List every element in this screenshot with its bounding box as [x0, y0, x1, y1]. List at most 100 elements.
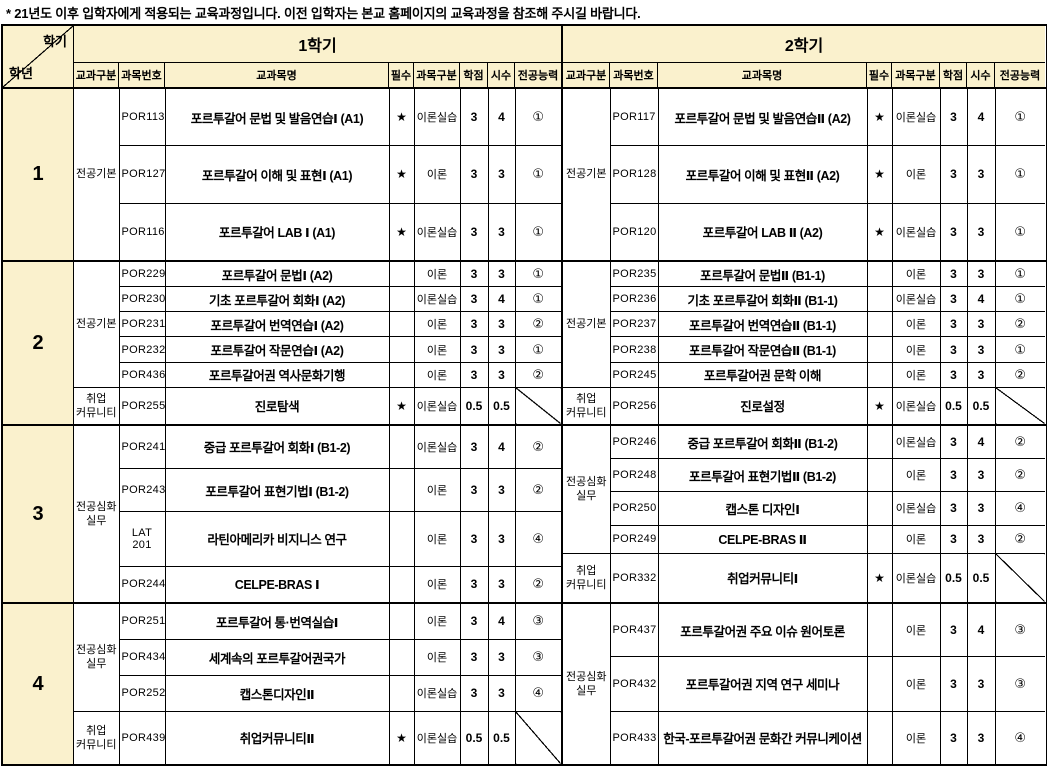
course-name-cell: 한국-포르투갈어권 문화간 커뮤니케이션	[658, 711, 868, 764]
credits-cell: 3	[940, 491, 968, 526]
ability-cell: ③	[515, 604, 561, 640]
ability-cell: ①	[995, 286, 1045, 313]
course-row: 취업 커뮤니티 POR439 취업커뮤니티Ⅱ ★ 이론실습 0.5 0.5	[74, 711, 561, 764]
course-type-cell: 이론	[414, 604, 461, 640]
hours-cell: 3	[967, 656, 996, 712]
credits-cell: 3	[940, 525, 968, 554]
course-row: POR248 포르투갈어 표현기법Ⅱ (B1-2) 이론 3 3 ②	[563, 458, 1045, 493]
credits-cell: 3	[460, 511, 489, 567]
course-name-cell: 기초 포르투갈어 회화Ⅰ (A2)	[165, 286, 390, 313]
course-id-cell: POR243	[119, 468, 166, 513]
hours-cell: 3	[488, 675, 516, 712]
course-type-cell: 이론실습	[414, 675, 461, 712]
course-row: POR434 세계속의 포르투갈어권국가 이론 3 3 ③	[74, 639, 561, 676]
course-type-cell: 이론	[414, 362, 461, 388]
ability-cell: ④	[1014, 729, 1027, 745]
required-cell: ★	[389, 203, 415, 260]
course-type-cell: 이론실습	[892, 426, 941, 459]
course-id-cell: POR237	[610, 311, 659, 338]
course-type-cell: 이론	[414, 336, 461, 363]
course-row: 전공심화 실무 POR437 포르투갈어권 주요 이슈 원어토론 이론 3 4 ③	[563, 604, 1045, 764]
required-cell	[389, 286, 415, 313]
course-row: POR244 CELPE-BRAS Ⅰ 이론 3 3 ②	[74, 566, 561, 602]
year-band-4: 4 전공심화 실무 POR251 포르투갈어 통·번역실습Ⅰ 이론 3 4 ③ POR434 세계…	[3, 602, 1046, 764]
credits-cell: 3	[940, 656, 968, 712]
course-row: 전공기본 POR229 포르투갈어 문법Ⅰ (A2) 이론 3 3 ①	[74, 262, 561, 388]
required-cell	[389, 426, 415, 469]
required-cell: ★	[867, 145, 893, 204]
credits-cell: 3	[460, 604, 489, 640]
ability-cell: ②	[532, 576, 545, 592]
category-cell: 전공심화 실무	[563, 426, 611, 554]
column-header-credits: 학점	[940, 63, 967, 87]
required-cell	[389, 468, 415, 513]
course-row: 전공심화 실무 POR241 중급 포르투갈어 회화Ⅰ (B1-2) 이론실습 3 4 ②	[74, 426, 561, 602]
year-label-cell: 1	[3, 89, 74, 260]
course-row: POR128 포르투갈어 이해 및 표현Ⅱ (A2) ★ 이론 3 3 ①	[563, 145, 1045, 204]
category-cell: 취업 커뮤니티	[74, 387, 120, 424]
credits-cell: 3	[460, 145, 489, 204]
hours-cell: 3	[967, 145, 996, 204]
course-row: POR250 캡스톤 디자인Ⅰ 이론실습 3 3 ④	[563, 491, 1045, 526]
course-id-cell: POR251	[119, 604, 166, 640]
course-row: POR230 기초 포르투갈어 회화Ⅰ (A2) 이론실습 3 4 ①	[74, 286, 561, 313]
hours-cell: 4	[488, 89, 516, 147]
course-row: POR232 포르투갈어 작문연습Ⅰ (A2) 이론 3 3 ①	[74, 336, 561, 363]
hours-cell: 4	[488, 604, 516, 640]
hours-cell: 3	[967, 362, 996, 388]
ability-cell: ②	[995, 525, 1045, 554]
year-label-cell: 4	[3, 604, 74, 764]
ability-cell	[515, 711, 561, 764]
year-band-2: 2 전공기본 POR229 포르투갈어 문법Ⅰ (A2) 이론 3 3 ① POR230 기초 포…	[3, 260, 1046, 424]
credits-cell: 3	[940, 336, 968, 363]
required-cell	[389, 639, 415, 676]
category-cell: 전공심화 실무	[74, 426, 120, 602]
column-header-hours: 시수	[967, 63, 995, 87]
course-id-cell: POR249	[610, 525, 659, 554]
course-row: 취업 커뮤니티 POR255 진로탐색 ★ 이론실습 0.5 0.5	[74, 387, 561, 424]
ability-cell: ①	[532, 223, 545, 239]
course-name-cell: 중급 포르투갈어 회화Ⅱ (B1-2)	[658, 426, 868, 459]
course-name-cell: 캡스톤디자인Ⅱ	[165, 675, 390, 712]
hours-cell: 3	[967, 711, 996, 764]
ability-cell: ①	[995, 262, 1045, 288]
course-type-cell: 이론	[892, 525, 941, 554]
credits-cell: 3	[940, 89, 968, 147]
ability-cell: ①	[995, 89, 1045, 147]
credits-cell: 3	[460, 639, 489, 676]
course-id-cell: POR255	[119, 387, 166, 424]
course-name-cell: 캡스톤 디자인Ⅰ	[658, 491, 868, 526]
hours-cell: 4	[488, 286, 516, 313]
required-cell	[867, 286, 893, 313]
course-name-cell: 포르투갈어권 문학 이해	[658, 362, 868, 388]
column-header-category: 교과구분	[74, 63, 119, 87]
curriculum-note: * 21년도 이후 입학자에게 적용되는 교육과정입니다. 이전 입학자는 본교…	[6, 6, 641, 21]
course-type-cell: 이론	[892, 262, 941, 288]
course-id-cell: POR439	[119, 711, 166, 764]
semester-course-table: 전공심화 실무 POR437 포르투갈어권 주요 이슈 원어토론 이론 3 4 ③ POR43…	[563, 604, 1045, 764]
course-name-cell: 포르투갈어 문법Ⅰ (A2)	[165, 262, 390, 288]
course-type-cell: 이론	[892, 362, 941, 388]
credits-cell: 3	[460, 89, 489, 147]
credits-cell: 3	[940, 311, 968, 338]
hours-cell: 3	[967, 336, 996, 363]
course-row: 전공기본 POR117 포르투갈어 문법 및 발음연습Ⅱ (A2) ★ 이론실습 3 4 ①	[563, 89, 1045, 260]
column-header-credits: 학점	[460, 63, 488, 87]
course-id-cell: POR434	[119, 639, 166, 676]
course-type-cell: 이론	[414, 511, 461, 567]
column-header-required: 필수	[389, 63, 414, 87]
credits-cell: 3	[460, 311, 489, 338]
corner-year-label: 학년	[9, 66, 33, 81]
ability-cell: ④	[515, 511, 561, 567]
course-name-cell: 포르투갈어 표현기법Ⅰ (B1-2)	[165, 468, 390, 513]
course-row: 전공기본 POR113 포르투갈어 문법 및 발음연습Ⅰ (A1) ★ 이론실습 3 4 ①	[74, 89, 561, 260]
course-type-cell: 이론실습	[414, 203, 461, 260]
course-id-cell: POR128	[610, 145, 659, 204]
course-id-cell: POR437	[610, 604, 659, 658]
column-header-required: 필수	[867, 63, 892, 87]
ability-cell: ①	[1014, 223, 1027, 239]
course-name-cell: 포르투갈어권 주요 이슈 원어토론	[658, 604, 868, 658]
course-id-cell: POR127	[119, 145, 166, 204]
column-header-course-type: 과목구분	[892, 63, 940, 87]
credits-cell: 3	[940, 262, 968, 288]
